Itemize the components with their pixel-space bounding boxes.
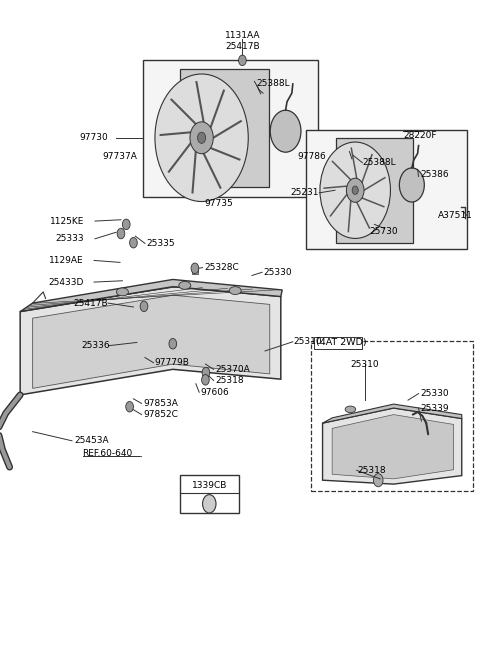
Text: 97737A: 97737A — [102, 152, 137, 161]
Text: 1125KE: 1125KE — [49, 216, 84, 226]
Text: 25333: 25333 — [55, 234, 84, 243]
Text: 25231: 25231 — [291, 188, 319, 197]
Text: REF.60-640: REF.60-640 — [83, 449, 133, 459]
Bar — [143, 60, 318, 197]
Text: 97786: 97786 — [298, 152, 326, 161]
Circle shape — [320, 142, 390, 238]
Circle shape — [191, 263, 199, 274]
Text: 25417B: 25417B — [73, 298, 108, 308]
Text: A37511: A37511 — [438, 211, 473, 220]
Circle shape — [399, 168, 424, 202]
Ellipse shape — [345, 406, 356, 413]
Text: 1131AA
25417B: 1131AA 25417B — [225, 31, 260, 51]
Ellipse shape — [229, 287, 241, 295]
Text: 25388L: 25388L — [362, 158, 396, 167]
Ellipse shape — [117, 288, 129, 296]
Text: 97730: 97730 — [79, 133, 108, 142]
Text: 25330: 25330 — [263, 268, 292, 277]
Bar — [306, 130, 467, 249]
Circle shape — [126, 401, 133, 412]
Polygon shape — [323, 408, 462, 484]
Text: 25335: 25335 — [146, 239, 175, 248]
Circle shape — [197, 132, 206, 144]
Text: 97853A: 97853A — [143, 399, 178, 408]
Circle shape — [202, 367, 210, 378]
Text: 25310: 25310 — [350, 359, 379, 369]
Text: 28220F: 28220F — [403, 131, 437, 140]
Polygon shape — [20, 287, 281, 395]
Circle shape — [203, 495, 216, 513]
Circle shape — [155, 74, 248, 201]
Bar — [336, 138, 413, 243]
Text: 97735: 97735 — [204, 199, 233, 209]
Bar — [311, 341, 473, 491]
Text: 25330: 25330 — [420, 389, 449, 398]
Polygon shape — [33, 295, 270, 388]
Text: 1129AE: 1129AE — [49, 256, 84, 265]
Circle shape — [202, 375, 209, 385]
Circle shape — [347, 178, 364, 202]
Text: 25310: 25310 — [294, 337, 323, 346]
Circle shape — [140, 301, 148, 312]
Text: 25318: 25318 — [358, 466, 386, 475]
Text: (4AT 2WD): (4AT 2WD) — [316, 338, 366, 347]
Text: 25370A: 25370A — [215, 365, 250, 374]
Text: 25336: 25336 — [82, 341, 110, 350]
Circle shape — [130, 237, 137, 248]
Circle shape — [270, 110, 301, 152]
Bar — [314, 337, 362, 349]
Circle shape — [169, 338, 177, 349]
Text: 25328C: 25328C — [204, 263, 239, 272]
Text: 25339: 25339 — [420, 403, 449, 413]
Text: 97606: 97606 — [201, 388, 229, 397]
Text: 25318: 25318 — [215, 376, 244, 385]
Text: 97779B: 97779B — [155, 358, 190, 367]
Polygon shape — [323, 404, 462, 423]
Circle shape — [190, 122, 213, 154]
Bar — [180, 69, 269, 187]
Circle shape — [352, 186, 358, 194]
Text: 25453A: 25453A — [74, 436, 109, 445]
Bar — [180, 475, 239, 513]
Text: 25388L: 25388L — [257, 79, 290, 89]
Text: 25730: 25730 — [370, 227, 398, 236]
Circle shape — [122, 219, 130, 230]
Circle shape — [239, 55, 246, 66]
Ellipse shape — [179, 281, 191, 289]
Polygon shape — [20, 279, 282, 312]
Text: 97852C: 97852C — [143, 410, 178, 419]
Text: 1339CB: 1339CB — [192, 481, 227, 490]
Text: 25433D: 25433D — [48, 277, 84, 287]
Text: 25386: 25386 — [420, 170, 449, 179]
Bar — [192, 266, 198, 274]
Circle shape — [373, 474, 383, 487]
Circle shape — [117, 228, 125, 239]
Polygon shape — [332, 415, 454, 479]
